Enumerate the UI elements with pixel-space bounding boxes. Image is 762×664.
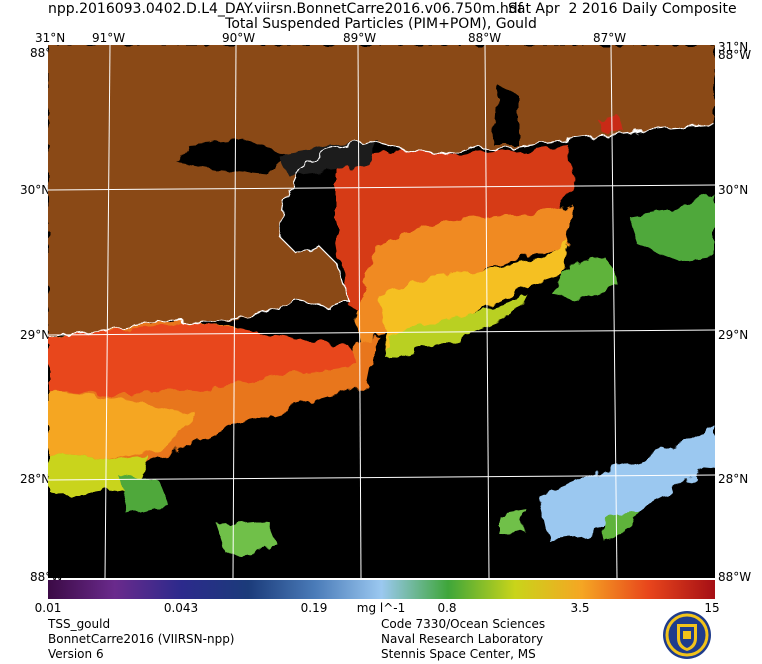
colorbar-units: mg l^-1 <box>356 601 406 615</box>
colorbar <box>48 580 715 599</box>
lat-label-30n-left: 30°N <box>20 183 51 197</box>
footer-org-location: Stennis Space Center, MS <box>381 647 536 661</box>
colorbar-tick-0.01: 0.01 <box>34 601 62 615</box>
nrl-seal-icon <box>662 610 712 660</box>
footer-org-name: Naval Research Laboratory <box>381 632 544 646</box>
footer-org-code: Code 7330/Ocean Sciences <box>381 617 546 631</box>
coastline <box>48 124 715 338</box>
colorbar-tick-0.8: 0.8 <box>437 601 457 615</box>
lon-label-88w: 88°W <box>468 31 502 45</box>
colorbar-tick-0.043: 0.043 <box>163 601 199 615</box>
tss-map[interactable] <box>48 45 715 578</box>
lat-label-29n-right: 29°N <box>718 328 749 342</box>
lon-label-90w: 90°W <box>222 31 256 45</box>
colorbar-tick-3.5: 3.5 <box>570 601 590 615</box>
lat-label-30n-right: 30°N <box>718 183 749 197</box>
corner-lon-top-right: 88°W <box>718 48 752 62</box>
lat-label-top-right: 31°N <box>718 40 749 54</box>
filename: npp.2016093.0402.D.L4_DAY.viirsn.BonnetC… <box>48 1 523 17</box>
colorbar-tick-15: 15 <box>704 601 720 615</box>
colorbar-tick-0.19: 0.19 <box>300 601 328 615</box>
footer-product-name: TSS_gould <box>48 617 111 631</box>
footer-region: BonnetCarre2016 (VIIRSN-npp) <box>48 632 235 646</box>
composite-date: Sat Apr 2 2016 Daily Composite <box>508 1 737 17</box>
lon-label-89w: 89°W <box>343 31 377 45</box>
lon-label-91w: 91°W <box>92 31 126 45</box>
file-title: npp.2016093.0402.D.L4_DAY.viirsn.BonnetC… <box>48 1 737 17</box>
lat-label-28n-left: 28°N <box>20 472 51 486</box>
lat-label-28n-right: 28°N <box>718 472 749 486</box>
product-title: Total Suspended Particles (PIM+POM), Gou… <box>225 16 537 32</box>
corner-lon-bottom-right: 88°W <box>718 570 752 584</box>
lat-label-29n-left: 29°N <box>20 328 51 342</box>
footer-version: Version 6 <box>48 647 104 661</box>
tss-field <box>48 145 715 555</box>
lat-label-top-left: 31°N <box>35 31 66 45</box>
graticule <box>48 45 715 578</box>
lon-label-87w: 87°W <box>593 31 627 45</box>
land <box>48 45 715 337</box>
